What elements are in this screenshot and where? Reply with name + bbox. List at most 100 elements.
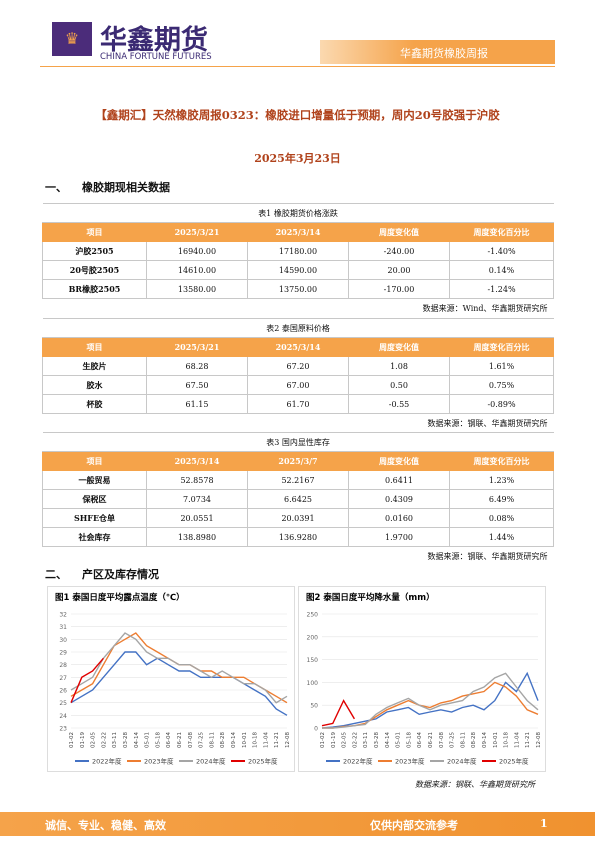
x-tick-label: 08-28 [220, 732, 226, 748]
cell: 20.0391 [247, 508, 349, 528]
cell: -170.00 [348, 279, 450, 299]
column-header: 周度变化百分比 [448, 222, 555, 242]
y-tick-label: 50 [310, 703, 318, 710]
cell: 6.49% [448, 489, 555, 509]
cell: 一般贸易 [42, 470, 147, 490]
source-row: 数据来源：Wind、华鑫期货研究所 [43, 299, 554, 318]
caption-row: 表2 泰国原料价格 [42, 318, 554, 338]
cell: 1.9700 [348, 527, 450, 547]
cell: 20号胶2505 [42, 260, 147, 280]
column-header: 周度变化值 [348, 337, 450, 357]
cell: 0.08% [448, 508, 555, 528]
table-row: BR橡胶2505 13580.00 13750.00 -170.00 -1.24% [42, 279, 555, 299]
cell: 61.15 [146, 394, 248, 414]
series-line [321, 699, 356, 727]
x-tick-label: 01-02 [320, 732, 326, 748]
legend-label: 2022年度 [343, 757, 373, 766]
cell: 52.2167 [247, 470, 349, 490]
table-source: 数据来源：钢联、华鑫期货研究所 [427, 418, 548, 428]
table-row: 一般贸易 52.8578 52.2167 0.6411 1.23% [42, 470, 555, 490]
column-header: 2025/3/14 [247, 337, 349, 357]
column-header: 周度变化值 [348, 451, 450, 471]
chart-title: 图1 泰国日度平均露点温度（℃） [55, 592, 185, 603]
cell: 1.44% [448, 527, 555, 547]
chart: 图1 泰国日度平均露点温度（℃） 23 24 25 26 27 28 29 30 31 32 01-0… [47, 586, 295, 772]
column-header: 2025/3/21 [146, 337, 248, 357]
footer-notice: 仅供内部交流参考 [370, 819, 458, 832]
legend-label: 2025年度 [499, 757, 529, 766]
y-tick-label: 150 [307, 657, 319, 664]
cell: 13750.00 [247, 279, 349, 299]
table: 表2 泰国原料价格 项目 2025/3/21 2025/3/14 周度变化值 周度变化百分… [42, 318, 555, 432]
series-line [322, 672, 539, 729]
x-tick-label: 02-22 [101, 732, 107, 748]
column-header: 周度变化值 [348, 222, 450, 242]
table-row: 胶水 67.50 67.00 0.50 0.75% [42, 375, 555, 395]
cell: 68.28 [146, 356, 248, 376]
column-header: 项目 [42, 451, 147, 471]
column-header: 项目 [42, 337, 147, 357]
x-tick-label: 04-14 [134, 732, 140, 748]
x-tick-label: 11-04 [263, 732, 269, 748]
cell: 杯胶 [42, 394, 147, 414]
cell: 13580.00 [146, 279, 248, 299]
x-tick-label: 08-11 [460, 732, 466, 748]
x-tick-label: 05-18 [406, 732, 412, 748]
column-header: 2025/3/14 [146, 451, 248, 471]
cell: 社会库存 [42, 527, 147, 547]
column-header: 周度变化百分比 [448, 337, 555, 357]
table-row: 社会库存 138.8980 136.9280 1.9700 1.44% [42, 527, 555, 547]
x-tick-label: 02-22 [352, 732, 358, 748]
chart-title: 图2 泰国日度平均降水量（mm） [306, 592, 435, 603]
cell: 17180.00 [247, 241, 349, 261]
x-tick-label: 06-04 [417, 732, 423, 748]
section-num: 二、 [45, 568, 67, 581]
cell: 0.75% [448, 375, 555, 395]
x-tick-label: 06-21 [177, 732, 183, 748]
table: 表3 国内显性库存 项目 2025/3/14 2025/3/7 周度变化值 周度变化百分比… [42, 432, 555, 565]
legend-label: 2024年度 [196, 757, 226, 766]
header-row: 项目 2025/3/21 2025/3/14 周度变化值 周度变化百分比 [42, 337, 555, 357]
header-row: 项目 2025/3/21 2025/3/14 周度变化值 周度变化百分比 [42, 222, 555, 242]
cell: 61.70 [247, 394, 349, 414]
title: 【鑫期汇】天然橡胶周报0323：橡胶进口增量低于预期，周内20号胶强于沪胶 [95, 108, 500, 122]
series-line [70, 632, 288, 704]
x-tick-label: 02-05 [342, 732, 348, 748]
table-row: 20号胶2505 14610.00 14590.00 20.00 0.14% [42, 260, 555, 280]
table-source: 数据来源：钢联、华鑫期货研究所 [427, 551, 548, 561]
x-tick-label: 07-08 [439, 732, 445, 748]
series-line [321, 671, 539, 729]
y-tick-label: 23 [59, 726, 67, 733]
x-tick-label: 12-08 [536, 732, 542, 748]
page-number: 1 [540, 817, 548, 830]
header-line [40, 66, 555, 67]
cell: BR橡胶2505 [42, 279, 147, 299]
cell: 1.08 [348, 356, 450, 376]
x-tick-label: 10-18 [253, 732, 259, 748]
y-tick-label: 24 [59, 713, 67, 720]
series-line [70, 632, 288, 704]
y-tick-label: 31 [59, 624, 67, 631]
x-tick-label: 06-04 [166, 732, 172, 748]
cell: 6.6425 [247, 489, 349, 509]
x-tick-label: 05-01 [396, 732, 402, 748]
date: 2025年3月23日 [254, 152, 341, 165]
legend-label: 2024年度 [447, 757, 477, 766]
series-line [70, 651, 288, 716]
x-tick-label: 08-28 [471, 732, 477, 748]
cell: 136.9280 [247, 527, 349, 547]
x-tick-label: 10-01 [242, 732, 248, 748]
brand-en: CHINA FORTUNE FUTURES [100, 52, 212, 62]
column-header: 2025/3/7 [247, 451, 349, 471]
x-tick-label: 03-11 [363, 732, 369, 748]
x-tick-label: 11-21 [274, 732, 280, 748]
x-tick-label: 09-14 [482, 732, 488, 748]
x-tick-label: 10-18 [504, 732, 510, 748]
table-row: 保税区 7.0734 6.6425 0.4309 6.49% [42, 489, 555, 509]
x-tick-label: 01-19 [331, 732, 337, 748]
column-header: 2025/3/21 [146, 222, 248, 242]
x-tick-label: 06-21 [428, 732, 434, 748]
cell: 1.23% [448, 470, 555, 490]
report-banner [320, 40, 555, 64]
chart: 图2 泰国日度平均降水量（mm） 0 50 100 150 200 250 01-02 01-1… [298, 586, 546, 772]
